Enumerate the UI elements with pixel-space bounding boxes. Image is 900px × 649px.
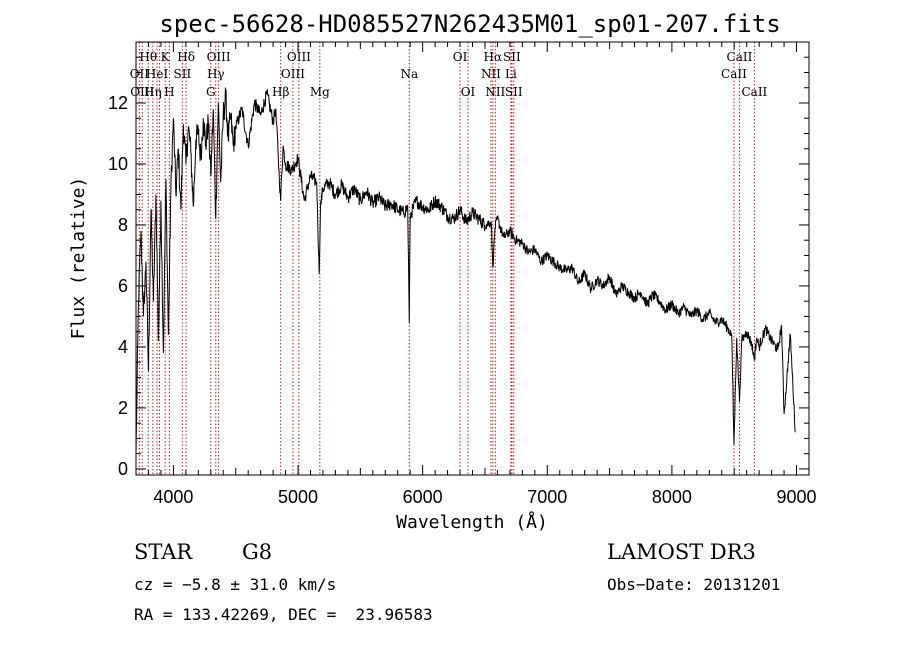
spectrum-series bbox=[135, 87, 796, 454]
line-marker-label: SII bbox=[503, 50, 521, 64]
line-marker-label: OI bbox=[461, 85, 476, 99]
line-marker-label: Mg bbox=[310, 85, 330, 99]
y-tick-label: 2 bbox=[118, 398, 128, 418]
line-marker-label: Hγ bbox=[207, 67, 225, 81]
line-marker-label: H bbox=[164, 85, 174, 99]
x-axis-ticks: 4000 5000 6000 7000 8000 9000 bbox=[147, 42, 817, 507]
line-marker-label: Hβ bbox=[272, 85, 289, 99]
y-tick-label: 4 bbox=[118, 337, 128, 357]
line-marker-label: CaII bbox=[741, 85, 767, 99]
y-axis-ticks: 0 2 4 6 8 10 12 bbox=[108, 41, 809, 479]
x-axis-label: Wavelength (Å) bbox=[396, 511, 548, 533]
y-tick-label: 0 bbox=[118, 459, 128, 479]
sky-coordinates: RA = 133.42269, DEC = 23.96583 bbox=[134, 605, 433, 624]
line-marker-label: HeI bbox=[146, 67, 169, 81]
line-marker-label: Li bbox=[505, 67, 517, 81]
line-marker-labels: OIIOIIIHθHηHeIKHSIIHδGHγOIIIHβOIIIOIIIMg… bbox=[130, 50, 768, 99]
line-marker-label: Na bbox=[400, 67, 418, 81]
line-marker-label: NII bbox=[485, 85, 505, 99]
spectrum-line bbox=[135, 87, 796, 454]
chart-title: spec-56628-HD085527N262435M01_sp01-207.f… bbox=[159, 10, 780, 38]
y-tick-label: 8 bbox=[118, 215, 128, 235]
line-marker-label: Hα bbox=[484, 50, 503, 64]
plot-frame bbox=[135, 41, 810, 476]
survey-name: LAMOST DR3 bbox=[607, 540, 756, 564]
y-axis-label: Flux (relative) bbox=[68, 177, 89, 340]
line-markers bbox=[138, 42, 755, 475]
line-marker-label: OI bbox=[453, 50, 468, 64]
line-marker-label: Hη bbox=[144, 85, 162, 99]
line-marker-label: SII bbox=[174, 67, 192, 81]
line-marker-label: G bbox=[206, 85, 216, 99]
line-marker-label: SII bbox=[505, 85, 523, 99]
object-class: STAR bbox=[134, 540, 193, 564]
spectral-subclass: G8 bbox=[242, 540, 273, 564]
x-tick-label: 4000 bbox=[153, 487, 193, 507]
observation-date: Obs−Date: 20131201 bbox=[607, 575, 781, 594]
y-tick-label: 6 bbox=[118, 276, 128, 296]
line-marker-label: OIII bbox=[207, 50, 231, 64]
redshift-velocity: cz = −5.8 ± 31.0 km/s bbox=[134, 575, 337, 594]
x-tick-label: 7000 bbox=[527, 487, 567, 507]
x-tick-label: 6000 bbox=[403, 487, 443, 507]
line-marker-label: K bbox=[161, 50, 171, 64]
line-marker-label: OIII bbox=[281, 67, 305, 81]
line-marker-label: NII bbox=[481, 67, 501, 81]
line-marker-label: OII bbox=[130, 67, 150, 81]
x-tick-label: 9000 bbox=[777, 487, 817, 507]
y-tick-label: 10 bbox=[108, 154, 128, 174]
line-marker-label: Hθ bbox=[139, 50, 157, 64]
x-tick-label: 5000 bbox=[278, 487, 318, 507]
line-marker-label: CaII bbox=[727, 50, 753, 64]
x-tick-label: 8000 bbox=[652, 487, 692, 507]
line-marker-label: OIII bbox=[287, 50, 311, 64]
line-marker-label: Hδ bbox=[177, 50, 195, 64]
y-tick-label: 12 bbox=[108, 93, 128, 113]
line-marker-label: CaII bbox=[721, 67, 747, 81]
